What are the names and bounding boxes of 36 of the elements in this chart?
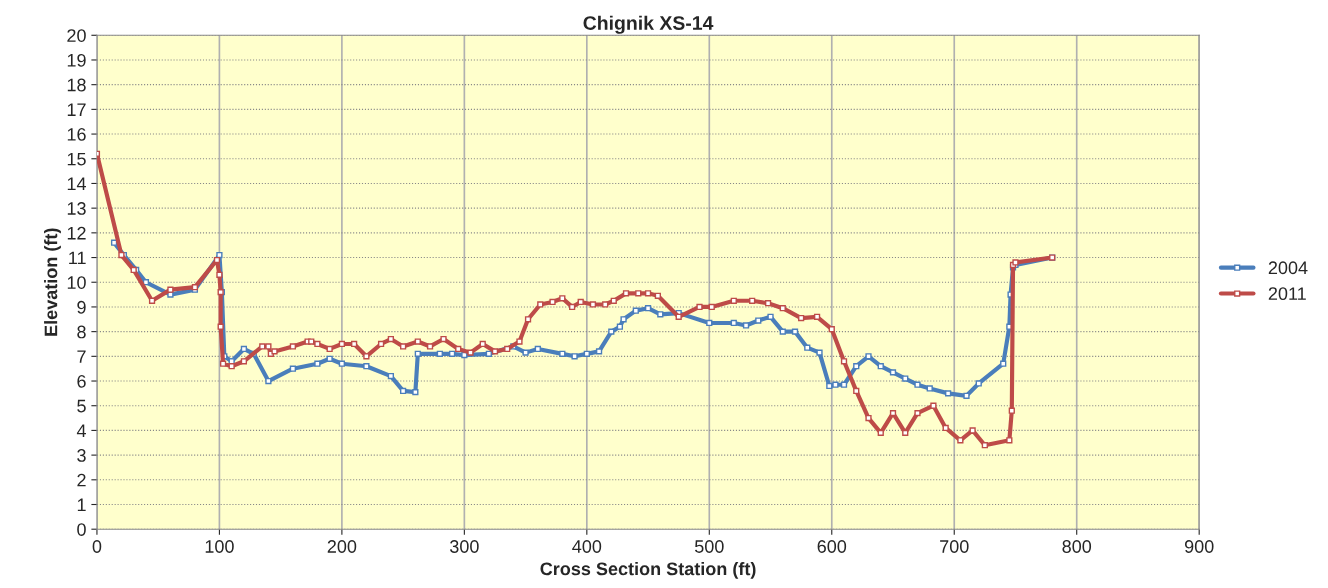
y-tick-label: 5 [77,399,86,413]
x-tick-label: 400 [572,540,602,553]
x-axis-title: Cross Section Station (ft) [540,562,756,579]
y-tick-label: 17 [67,103,86,116]
x-tick-label: 200 [327,540,357,553]
y-tick-label: 0 [77,523,86,536]
y-tick-label: 20 [67,29,86,42]
legend-label: 2011 [1268,287,1306,301]
y-tick-label: 10 [67,276,86,289]
x-tick-label: 300 [449,540,479,553]
y-tick-label: 15 [67,152,86,166]
y-axis-title: Elevation (ft) [44,228,61,336]
y-tick-label: 18 [67,78,86,92]
x-tick-label: 600 [817,540,847,553]
y-tick-label: 3 [77,449,86,462]
y-tick-label: 14 [67,177,86,190]
y-tick-label: 7 [77,350,86,363]
y-tick-label: 12 [67,226,86,240]
y-tick-label: 1 [77,498,86,512]
y-tick-label: 19 [67,53,86,67]
x-tick-label: 0 [92,540,102,553]
y-tick-label: 8 [77,325,86,339]
x-tick-label: 100 [205,540,234,553]
y-tick-label: 6 [77,374,86,388]
y-tick-label: 16 [67,128,86,141]
x-tick-label: 900 [1184,540,1214,553]
y-tick-label: 9 [77,300,86,314]
x-tick-label: 500 [694,540,724,553]
chart-title: Chignik XS-14 [583,15,714,34]
y-tick-label: 13 [67,202,86,215]
x-tick-label: 700 [940,540,969,553]
y-tick-label: 4 [76,424,86,437]
y-tick-label: 11 [69,251,86,265]
x-tick-label: 800 [1062,540,1092,553]
y-tick-label: 2 [77,473,86,487]
legend-label: 2004 [1268,261,1308,275]
